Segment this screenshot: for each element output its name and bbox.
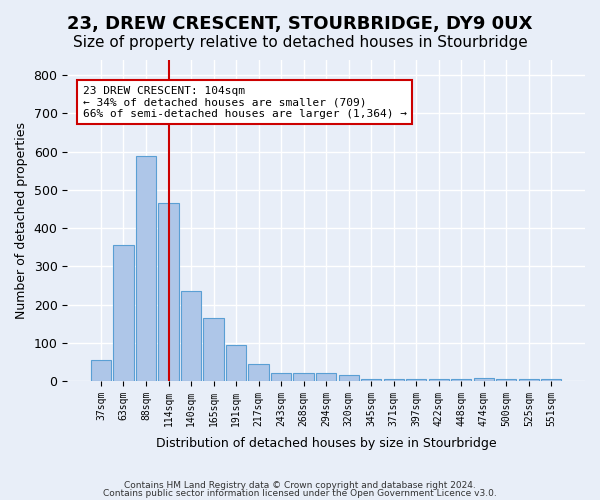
Bar [406, 379, 427, 381]
Bar [271, 374, 291, 381]
Text: 23 DREW CRESCENT: 104sqm
← 34% of detached houses are smaller (709)
66% of semi-: 23 DREW CRESCENT: 104sqm ← 34% of detach… [83, 86, 407, 119]
Bar [338, 375, 359, 381]
Bar [496, 379, 517, 381]
Bar [226, 344, 246, 381]
Bar [248, 364, 269, 381]
Bar [181, 291, 201, 381]
Bar [361, 379, 382, 381]
Bar [91, 360, 111, 381]
X-axis label: Distribution of detached houses by size in Stourbridge: Distribution of detached houses by size … [156, 437, 496, 450]
Bar [316, 374, 336, 381]
Bar [383, 379, 404, 381]
Bar [518, 379, 539, 381]
Bar [136, 156, 156, 381]
Bar [158, 204, 179, 381]
Text: Size of property relative to detached houses in Stourbridge: Size of property relative to detached ho… [73, 35, 527, 50]
Bar [473, 378, 494, 381]
Bar [541, 379, 562, 381]
Bar [203, 318, 224, 381]
Text: Contains HM Land Registry data © Crown copyright and database right 2024.: Contains HM Land Registry data © Crown c… [124, 481, 476, 490]
Text: Contains public sector information licensed under the Open Government Licence v3: Contains public sector information licen… [103, 488, 497, 498]
Bar [113, 246, 134, 381]
Y-axis label: Number of detached properties: Number of detached properties [15, 122, 28, 319]
Bar [451, 379, 472, 381]
Text: 23, DREW CRESCENT, STOURBRIDGE, DY9 0UX: 23, DREW CRESCENT, STOURBRIDGE, DY9 0UX [67, 15, 533, 33]
Bar [428, 379, 449, 381]
Bar [293, 374, 314, 381]
